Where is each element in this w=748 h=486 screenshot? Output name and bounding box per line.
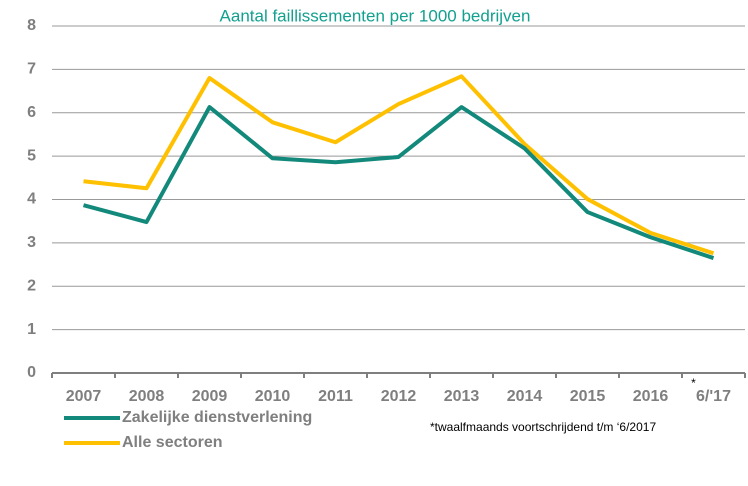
x-tick-label: 2011	[318, 388, 353, 405]
x-tick-label: 2016	[633, 388, 669, 405]
x-tick-label: 2013	[444, 388, 480, 405]
legend-label: Alle sectoren	[122, 434, 222, 451]
y-tick-label: 7	[27, 61, 36, 78]
x-tick-label: 2010	[255, 388, 291, 405]
y-tick-label: 8	[27, 17, 36, 34]
series-line	[83, 74, 715, 256]
x-tick-label: 6/'17	[696, 388, 731, 405]
x-tick-label: 2012	[381, 388, 417, 405]
x-tick-label: 2007	[66, 388, 102, 405]
y-tick-label: 6	[27, 104, 36, 121]
x-tick-label: 2014	[507, 388, 543, 405]
x-tick-label: 2008	[129, 388, 165, 405]
y-tick-label: 0	[27, 364, 36, 381]
y-tick-label: 2	[27, 277, 36, 294]
y-tick-label: 4	[27, 191, 36, 208]
y-tick-label: 1	[27, 321, 36, 338]
series-line	[82, 105, 715, 260]
x-tick-label: 2015	[570, 388, 606, 405]
legend-label: Zakelijke dienstverlening	[122, 409, 312, 426]
chart-title: Aantal faillissementen per 1000 bedrijve…	[220, 6, 531, 25]
x-tick-label: 2009	[192, 388, 228, 405]
footnote: *twaalfmaands voortschrijdend t/m ‘6/201…	[430, 420, 656, 434]
y-tick-label: 5	[27, 147, 36, 164]
category-marker: *	[691, 376, 696, 390]
y-tick-label: 3	[27, 234, 36, 251]
